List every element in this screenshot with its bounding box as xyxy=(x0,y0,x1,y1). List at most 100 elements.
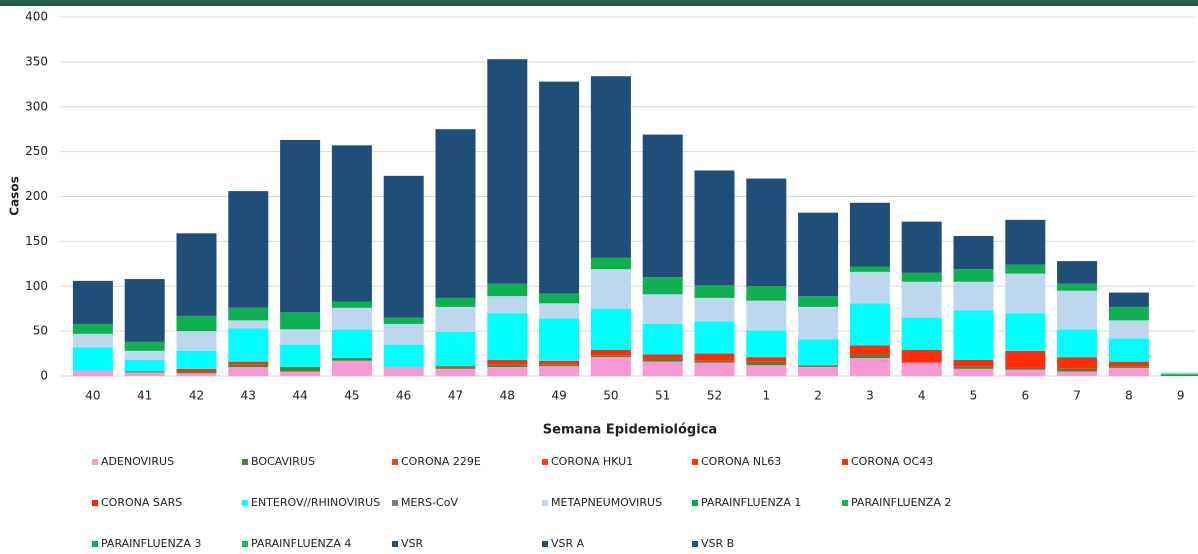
bar-segment xyxy=(435,368,476,376)
y-tick-label: 250 xyxy=(25,144,48,158)
bar-segment xyxy=(849,358,890,376)
bar-segment xyxy=(487,367,528,376)
bar-segment xyxy=(1108,306,1149,321)
x-tick-label: 47 xyxy=(448,389,463,403)
bar-segment xyxy=(1057,368,1098,372)
bar-segment xyxy=(953,368,994,376)
header-band xyxy=(0,0,1198,6)
bar-segment xyxy=(435,306,476,333)
bar-segment xyxy=(1005,367,1046,370)
bar-segment xyxy=(590,257,631,270)
legend-label: CORONA NL63 xyxy=(701,455,781,468)
bar-segment xyxy=(746,330,787,358)
bar-segment xyxy=(1160,374,1198,376)
bar-segment xyxy=(746,178,787,287)
bar-segment xyxy=(901,221,942,273)
bar-segment xyxy=(694,321,735,354)
bar-segment xyxy=(849,345,890,355)
bar-segment xyxy=(798,296,839,307)
bar-segment xyxy=(331,360,372,376)
bar-segment xyxy=(1057,357,1098,369)
bar-segment xyxy=(331,307,372,330)
bar-segment xyxy=(1005,219,1046,265)
legend-swatch xyxy=(542,459,548,465)
x-tick-label: 45 xyxy=(344,389,359,403)
bar-segment xyxy=(1108,320,1149,339)
bar-segment xyxy=(539,318,580,361)
bar-segment xyxy=(642,323,683,355)
legend-label: CORONA HKU1 xyxy=(551,455,633,468)
y-tick-label: 300 xyxy=(25,99,48,113)
legend-label: VSR xyxy=(401,537,424,550)
bar-segment xyxy=(435,366,476,368)
bar-segment xyxy=(487,296,528,314)
bar-segment xyxy=(487,283,528,297)
bar-segment xyxy=(280,344,321,368)
bar-segment xyxy=(228,328,269,362)
bar-segment xyxy=(383,175,424,318)
bar-segment xyxy=(1108,366,1149,368)
bar-segment xyxy=(124,359,165,372)
bar-segment xyxy=(953,269,994,282)
bar-segment xyxy=(1160,372,1198,374)
bar-segment xyxy=(849,271,890,304)
bar-segment xyxy=(435,129,476,298)
x-tick-label: 48 xyxy=(500,389,515,403)
bar-segment xyxy=(176,350,217,369)
bar-segment xyxy=(228,191,269,308)
bar-segment xyxy=(590,76,631,258)
bar-segment xyxy=(280,139,321,313)
bar-segment xyxy=(435,367,476,369)
bar-segment xyxy=(124,371,165,373)
bar-segment xyxy=(539,303,580,319)
bar-segment xyxy=(539,293,580,304)
bar-segment xyxy=(124,341,165,351)
bar-segment xyxy=(642,277,683,295)
bar-segment xyxy=(383,344,424,368)
bar-segment xyxy=(953,281,994,311)
bar-segment xyxy=(487,313,528,360)
y-tick-label: 400 xyxy=(25,10,48,24)
y-tick-label: 150 xyxy=(25,234,48,248)
bar-segment xyxy=(124,279,165,342)
bar-segment xyxy=(798,366,839,368)
legend-label: PARAINFLUENZA 1 xyxy=(701,496,801,509)
legend-swatch xyxy=(92,541,98,547)
x-tick-label: 8 xyxy=(1125,389,1133,403)
bar-segment xyxy=(228,361,269,365)
bar-segment xyxy=(746,357,787,362)
bar-segment xyxy=(1108,367,1149,376)
bar-segment xyxy=(331,301,372,308)
bar-segment xyxy=(228,307,269,321)
bar-segment xyxy=(798,367,839,376)
x-tick-label: 41 xyxy=(137,389,152,403)
bar-segment xyxy=(539,360,580,365)
bar-segment xyxy=(642,354,683,359)
bar-segment xyxy=(901,362,942,376)
bar-segment xyxy=(331,329,372,359)
bar-segment xyxy=(590,349,631,356)
x-tick-label: 3 xyxy=(866,389,874,403)
bar-segment xyxy=(953,359,994,367)
x-tick-label: 1 xyxy=(762,389,770,403)
bar-segment xyxy=(590,308,631,350)
bar-segment xyxy=(798,339,839,366)
legend-label: CORONA SARS xyxy=(101,496,182,509)
x-tick-label: 51 xyxy=(655,389,670,403)
bar-segment xyxy=(798,365,839,367)
legend-swatch xyxy=(842,500,848,506)
bar-segment xyxy=(746,286,787,301)
bar-segment xyxy=(694,285,735,298)
bar-segment xyxy=(176,371,217,374)
bar-segment xyxy=(1057,329,1098,358)
bar-segment xyxy=(539,81,580,294)
bar-segment xyxy=(590,269,631,309)
legend-swatch xyxy=(692,459,698,465)
bar-segment xyxy=(694,360,735,363)
legend-label: PARAINFLUENZA 3 xyxy=(101,537,201,550)
bar-segment xyxy=(435,332,476,367)
x-tick-label: 6 xyxy=(1021,389,1029,403)
x-tick-label: 44 xyxy=(292,389,307,403)
bar-segment xyxy=(435,297,476,307)
bar-segment xyxy=(901,317,942,350)
